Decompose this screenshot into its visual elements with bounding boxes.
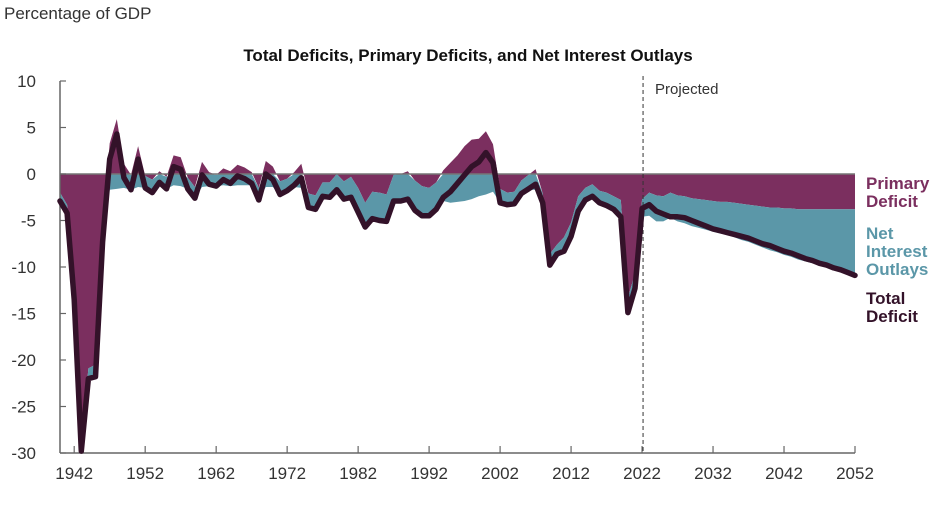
x-tick-label: 2052 [836, 464, 874, 483]
total-deficit-line [57, 131, 858, 454]
y-tick-label: 10 [17, 72, 36, 91]
x-tick-label: 2032 [694, 464, 732, 483]
legend-label-total-deficit: Deficit [866, 307, 918, 326]
x-tick-label: 2002 [481, 464, 519, 483]
x-tick-label: 1972 [268, 464, 306, 483]
y-tick-label: -25 [11, 398, 36, 417]
x-tick-label: 1942 [55, 464, 93, 483]
legend-label-primary-deficit: Deficit [866, 192, 918, 211]
x-tick-label: 1962 [197, 464, 235, 483]
y-tick-label: 0 [27, 165, 36, 184]
chart-title: Total Deficits, Primary Deficits, and Ne… [243, 46, 693, 65]
legend-label-net-interest: Outlays [866, 260, 928, 279]
x-tick-label: 1952 [126, 464, 164, 483]
y-tick-label: -20 [11, 351, 36, 370]
y-tick-label: -30 [11, 444, 36, 463]
legend-label-primary-deficit: Primary [866, 174, 930, 193]
legend-label-total-deficit: Total [866, 289, 905, 308]
y-tick-label: 5 [27, 119, 36, 138]
x-tick-label: 2012 [552, 464, 590, 483]
x-tick-label: 1982 [339, 464, 377, 483]
y-tick-label: -15 [11, 305, 36, 324]
projected-annotation: Projected [655, 81, 718, 98]
axes-layer: 10 5 0 -5 -10 -15 -20 -25 -30 1942 1952 1962 1972 198… [11, 72, 873, 483]
x-tick-label: 2022 [623, 464, 661, 483]
legend-label-net-interest: Interest [866, 242, 928, 261]
x-tick-label: 2042 [765, 464, 803, 483]
legend-label-net-interest: Net [866, 224, 894, 243]
net-interest-area [60, 174, 855, 452]
x-tick-label: 1992 [410, 464, 448, 483]
y-tick-label: -10 [11, 258, 36, 277]
labels-layer: PrimaryDeficitNetInterestOutlaysTotalDef… [866, 174, 930, 326]
y-tick-label: -5 [21, 212, 36, 231]
lines-layer [57, 131, 858, 454]
y-axis-title: Percentage of GDP [4, 4, 152, 23]
